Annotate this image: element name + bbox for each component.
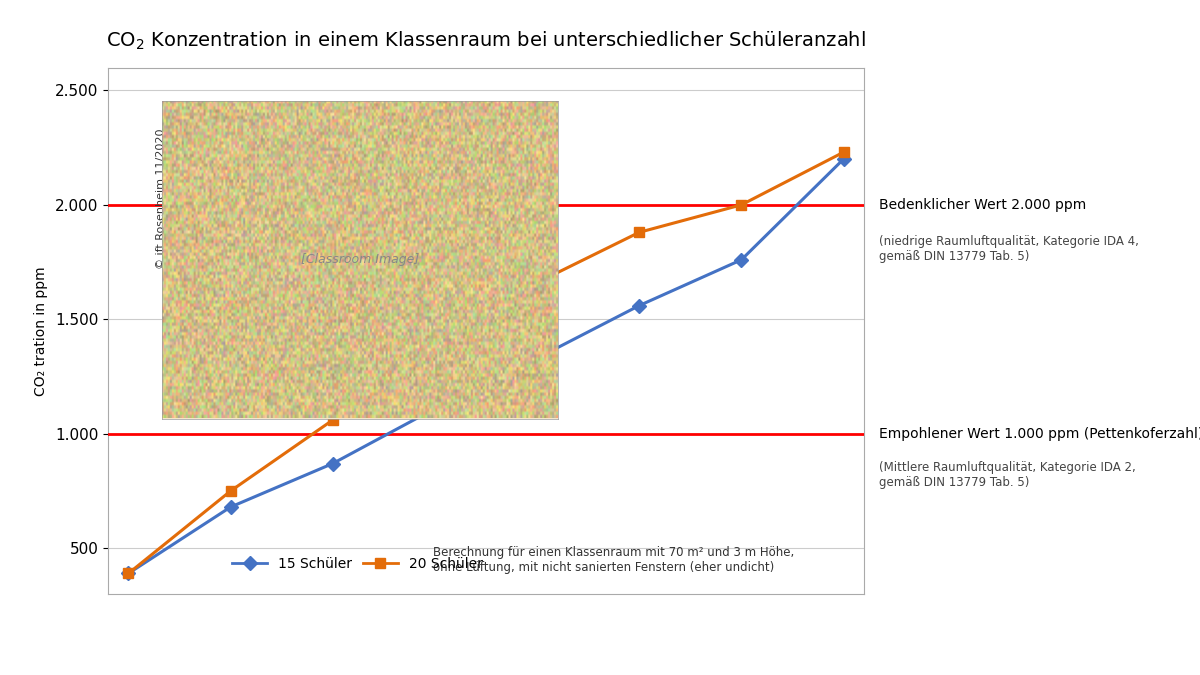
15 Schüler bbox=[632, 302, 647, 310]
15 Schüler bbox=[734, 256, 749, 264]
15 Schüler bbox=[427, 404, 442, 412]
20 Schüler bbox=[223, 487, 238, 495]
Text: Berechnung für einen Klassenraum mit 70 m² und 3 m Höhe,
ohne Lüftung, mit nicht: Berechnung für einen Klassenraum mit 70 … bbox=[433, 546, 794, 574]
Y-axis label: CO₂ tration in ppm: CO₂ tration in ppm bbox=[34, 266, 48, 396]
Line: 15 Schüler: 15 Schüler bbox=[124, 154, 848, 578]
20 Schüler bbox=[427, 352, 442, 360]
Legend: 15 Schüler, 20 Schüler: 15 Schüler, 20 Schüler bbox=[227, 551, 488, 576]
15 Schüler bbox=[530, 354, 545, 362]
Line: 20 Schüler: 20 Schüler bbox=[124, 147, 848, 578]
Text: Empohlener Wert 1.000 ppm (Pettenkoferzahl): Empohlener Wert 1.000 ppm (Pettenkoferza… bbox=[880, 427, 1200, 441]
Text: © ift Rosenheim 11/2020: © ift Rosenheim 11/2020 bbox=[156, 129, 166, 269]
20 Schüler bbox=[836, 148, 851, 156]
20 Schüler bbox=[632, 228, 647, 236]
20 Schüler bbox=[325, 416, 340, 424]
15 Schüler bbox=[836, 155, 851, 163]
15 Schüler bbox=[223, 503, 238, 511]
Text: [Classroom Image]: [Classroom Image] bbox=[301, 253, 419, 267]
15 Schüler bbox=[121, 569, 136, 577]
20 Schüler bbox=[734, 200, 749, 209]
Title: CO$_2$ Konzentration in einem Klassenraum bei unterschiedlicher Schüleranzahl: CO$_2$ Konzentration in einem Klassenrau… bbox=[106, 30, 866, 52]
15 Schüler bbox=[325, 460, 340, 468]
Text: (niedrige Raumluftqualität, Kategorie IDA 4,
gemäß DIN 13779 Tab. 5): (niedrige Raumluftqualität, Kategorie ID… bbox=[880, 235, 1139, 263]
20 Schüler bbox=[121, 569, 136, 577]
Text: (Mittlere Raumluftqualität, Kategorie IDA 2,
gemäß DIN 13779 Tab. 5): (Mittlere Raumluftqualität, Kategorie ID… bbox=[880, 461, 1136, 489]
20 Schüler bbox=[530, 279, 545, 287]
Text: Bedenklicher Wert 2.000 ppm: Bedenklicher Wert 2.000 ppm bbox=[880, 198, 1086, 212]
